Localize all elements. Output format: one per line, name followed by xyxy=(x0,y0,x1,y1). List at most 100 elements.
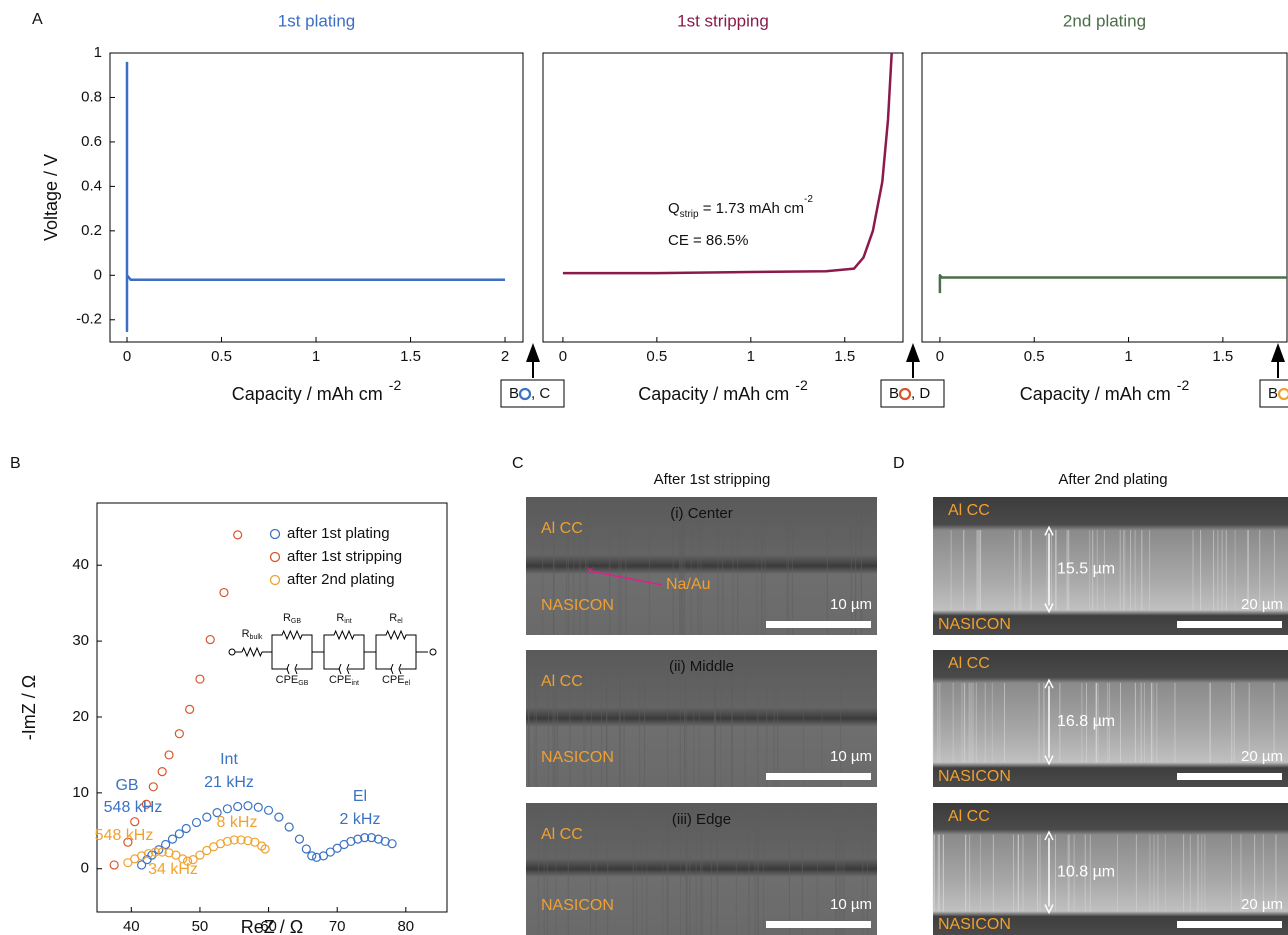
x-axis-label-sup: -2 xyxy=(389,377,402,393)
data-point xyxy=(318,851,329,861)
marker-box xyxy=(500,379,565,408)
legend-marker xyxy=(269,574,281,586)
annotation: Qstrip = 1.73 mAh cm-2 xyxy=(668,194,813,220)
scale-bar xyxy=(766,621,871,628)
sem-title: After 2nd plating xyxy=(1058,471,1167,488)
x-tick-label: 2 xyxy=(501,348,509,365)
x-tick-label: 0.5 xyxy=(211,348,232,365)
x-tick-label: 1 xyxy=(312,348,320,365)
scale-label: 10 µm xyxy=(830,896,872,913)
y-axis-label: Voltage / V xyxy=(41,154,61,241)
x-tick-label: 0 xyxy=(123,348,131,365)
y-tick-label: 0 xyxy=(81,860,89,877)
chart-title: 2nd plating xyxy=(1063,11,1146,30)
circuit-label-sub: el xyxy=(397,618,403,625)
data-line xyxy=(562,52,893,275)
data-point xyxy=(130,817,140,827)
data-point xyxy=(243,836,253,846)
sem-label: (i) Center xyxy=(670,505,733,522)
chart-title: 1st stripping xyxy=(677,11,769,30)
data-point xyxy=(178,854,188,864)
scale-bar xyxy=(1177,773,1282,780)
data-point xyxy=(222,804,232,814)
marker-circle xyxy=(518,387,532,401)
sem-label: (ii) Middle xyxy=(669,658,734,675)
circuit-cpe xyxy=(390,663,402,675)
data-point xyxy=(123,858,133,868)
sem-image xyxy=(933,803,1288,935)
marker-circle xyxy=(1277,387,1288,401)
x-tick-label: 1.5 xyxy=(400,348,421,365)
circuit-label: Rbulk xyxy=(242,628,263,641)
x-tick-label: 0.5 xyxy=(1024,348,1045,365)
data-point xyxy=(233,530,243,540)
axes-frame xyxy=(96,502,448,913)
marker-text: , C xyxy=(531,385,550,402)
data-point xyxy=(263,805,274,815)
circuit-label-sub: int xyxy=(352,680,359,687)
circuit-label-sub: bulk xyxy=(250,634,263,641)
x-tick-label: 50 xyxy=(192,918,209,935)
y-tick-label: 0 xyxy=(94,266,102,283)
x-tick-label: 1.5 xyxy=(834,348,855,365)
x-axis-label-text: Capacity / mAh cm xyxy=(1020,384,1171,404)
scale-label: 10 µm xyxy=(830,748,872,765)
sem-image xyxy=(526,803,877,935)
x-axis-label-text: Capacity / mAh cm xyxy=(232,384,383,404)
sem-label: NASICON xyxy=(938,768,1011,785)
data-line xyxy=(938,274,1287,294)
circuit-block xyxy=(323,629,376,670)
circuit-block xyxy=(375,629,428,670)
data-point xyxy=(243,801,253,811)
arrow-head xyxy=(906,343,920,362)
data-point xyxy=(191,817,202,828)
y-tick-label: 1 xyxy=(94,44,102,61)
marker-circle xyxy=(898,387,912,401)
arrow-head xyxy=(1271,343,1285,362)
x-axis-label: Capacity / mAh cm -2 xyxy=(232,377,402,404)
y-tick-label: 0.6 xyxy=(81,133,102,150)
circuit-label-main: R xyxy=(336,612,344,624)
annotation: 548 kHz xyxy=(95,827,154,844)
marker-text: B xyxy=(889,385,899,402)
legend-label: after 1st plating xyxy=(287,525,390,542)
sem-label: Al CC xyxy=(948,502,990,519)
data-point xyxy=(123,837,133,847)
y-tick-label: 10 xyxy=(72,784,89,801)
data-point xyxy=(366,833,377,843)
y-tick-label: -0.2 xyxy=(76,311,102,328)
annotation-part: CE = 86.5% xyxy=(668,232,748,249)
data-point xyxy=(174,829,184,839)
data-point xyxy=(332,843,342,853)
y-tick-label: 0.2 xyxy=(81,222,102,239)
marker-text: , D xyxy=(911,385,930,402)
data-point xyxy=(236,835,246,845)
marker-box xyxy=(880,379,945,408)
thickness-label: 15.5 µm xyxy=(1057,561,1115,578)
sem-image xyxy=(526,497,877,635)
circuit-label: CPEel xyxy=(382,674,411,687)
x-tick-label: 0.5 xyxy=(646,348,667,365)
sem-label: NASICON xyxy=(938,916,1011,933)
circuit-label: CPEGB xyxy=(276,674,309,687)
data-point xyxy=(109,860,119,870)
circuit-label-main: R xyxy=(389,612,397,624)
panel-label: A xyxy=(32,11,43,28)
sem-label: (iii) Edge xyxy=(672,811,731,828)
data-point xyxy=(195,674,205,684)
y-tick-label: 0.4 xyxy=(81,177,102,194)
data-point xyxy=(253,802,263,812)
panel-label: C xyxy=(512,455,524,472)
thickness-arrows xyxy=(1044,830,1054,915)
data-point xyxy=(171,850,181,860)
data-point xyxy=(229,835,239,845)
x-tick-label: 1 xyxy=(1124,348,1132,365)
thickness-label: 16.8 µm xyxy=(1057,713,1115,730)
callout-line xyxy=(589,570,663,586)
data-point xyxy=(250,837,260,847)
sem-image xyxy=(933,650,1288,787)
data-point xyxy=(212,807,222,818)
arrow-head xyxy=(526,343,540,362)
x-tick-label: 0 xyxy=(936,348,944,365)
